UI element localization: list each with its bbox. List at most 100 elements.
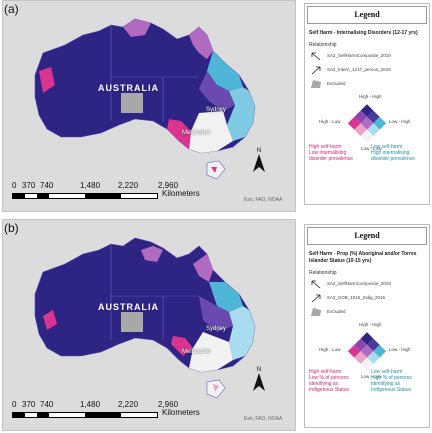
corner-label-top: High - High xyxy=(359,322,382,327)
scale-tick: 370 xyxy=(22,400,36,409)
north-arrow-icon xyxy=(253,373,265,391)
scale-bar xyxy=(12,412,158,418)
note-line: identifying as xyxy=(371,381,401,387)
legend-item: SA2_SelfHarmComposite_2019 xyxy=(309,278,425,290)
scale-tick: 1,480 xyxy=(80,400,101,409)
corner-label-left: High - Low xyxy=(319,119,341,124)
bivariate-diamond xyxy=(347,104,387,143)
bivariate-diamond xyxy=(347,332,387,371)
country-label: AUSTRALIA xyxy=(98,302,159,312)
legend-item-label: SA2_SelfHarmComposite_2019 xyxy=(327,53,391,58)
east-region-purple xyxy=(199,71,235,111)
east-region-purple xyxy=(199,296,233,332)
relationship-label: Relationship xyxy=(309,270,337,276)
note-line: disorder prevalence xyxy=(371,156,415,162)
note-line: identifying as xyxy=(309,381,339,387)
arrow-up-right-icon xyxy=(311,294,321,302)
high-low-note: High self-harm Low % of persons identify… xyxy=(309,369,349,393)
relationship-label: Relationship xyxy=(309,42,337,48)
scale-tick: 2,960 xyxy=(158,181,179,190)
west-region-pink xyxy=(43,310,57,330)
north-region-pink xyxy=(141,246,163,262)
note-line: Indigenous Status xyxy=(371,387,412,393)
corner-label-top: High - High xyxy=(359,94,382,99)
south-region-pink xyxy=(167,119,191,149)
west-region-pink xyxy=(39,67,55,93)
scale-tick: 370 xyxy=(22,181,36,190)
map-credits: Esri, FAO, NOAA xyxy=(244,416,283,422)
australia-map xyxy=(34,237,256,399)
scale-tick-labels: 0 370 740 1,480 2,220 2,960 xyxy=(12,400,182,410)
note-line: Low % of persons xyxy=(309,375,349,381)
panel-label: (b) xyxy=(4,221,19,235)
high-low-note: High self-harm Low internalising disorde… xyxy=(309,144,353,162)
north-arrow-icon xyxy=(253,154,265,172)
excluded-region xyxy=(121,93,143,113)
map-panel-b: (b) AUSTRALIA Sydney Melbourne N 0 370 7… xyxy=(0,219,432,433)
note-line: Low internalising xyxy=(309,150,347,156)
note-line: High internalising xyxy=(371,150,410,156)
legend: Legend Self Harm - Prop (%) Aboriginal a… xyxy=(304,224,430,428)
panel-label: (a) xyxy=(4,2,19,16)
corner-label-left: High - Low xyxy=(319,347,341,352)
east-region-blue xyxy=(207,51,243,91)
note-line: Indigenous Status xyxy=(309,387,350,393)
legend-item-label: SA2_COB_1015_Indig_2016 xyxy=(327,295,386,300)
excluded-swatch-icon xyxy=(311,308,321,316)
map-frame[interactable] xyxy=(2,0,296,212)
arrow-up-left-icon xyxy=(311,52,321,60)
legend-item-label: SA2_Intern_1217_person_2016 xyxy=(327,67,391,72)
north-label: N xyxy=(256,367,262,373)
east-region-pink xyxy=(189,27,213,59)
scale-tick: 2,220 xyxy=(118,400,139,409)
legend-item-label: SA2_SelfHarmComposite_2019 xyxy=(327,281,391,286)
note-line: High self-harm xyxy=(309,144,342,150)
note-line: Low self-harm xyxy=(371,369,403,375)
southeast-region-light xyxy=(229,306,255,360)
scale-tick: 740 xyxy=(40,400,54,409)
city-label-sydney: Sydney xyxy=(206,107,227,113)
legend-item: SA2_Intern_1217_person_2016 xyxy=(309,64,425,76)
note-line: High % of persons xyxy=(371,375,412,381)
legend-item-label: Excluded xyxy=(327,309,346,314)
corner-label-bottom: Low - Low xyxy=(361,146,382,151)
east-region-pink xyxy=(193,254,213,282)
southeast-region-pale xyxy=(189,111,233,153)
east-region-blue xyxy=(209,282,243,312)
scale-tick: 0 xyxy=(12,400,17,409)
southeast-region-light xyxy=(227,87,255,141)
australia-map xyxy=(34,18,256,180)
bivariate-legend: High - High High - Low Low - High Low - … xyxy=(305,322,429,382)
map-frame[interactable] xyxy=(2,219,296,431)
legend-item: Excluded xyxy=(309,78,425,90)
note-line: disorder prevalence xyxy=(309,156,353,162)
scale-unit: Kilometers xyxy=(162,408,200,417)
city-label-melbourne: Melbourne xyxy=(182,349,211,355)
legend-item: SA2_SelfHarmComposite_2019 xyxy=(309,50,425,62)
corner-label-bottom: Low - Low xyxy=(361,374,382,379)
city-label-melbourne: Melbourne xyxy=(182,130,211,136)
legend-item: Excluded xyxy=(309,306,425,318)
southeast-region-pale xyxy=(189,332,233,372)
scale-unit: Kilometers xyxy=(162,189,200,198)
bivariate-legend: High - High High - Low Low - High Low - … xyxy=(305,94,429,154)
corner-label-right: Low - High xyxy=(389,119,411,124)
scale-tick-labels: 0 370 740 1,480 2,220 2,960 xyxy=(12,181,182,191)
legend-title: Legend xyxy=(307,6,427,24)
country-label: AUSTRALIA xyxy=(98,83,159,93)
south-region-pink xyxy=(171,336,193,356)
legend-item: SA2_COB_1015_Indig_2016 xyxy=(309,292,425,304)
scale-tick: 740 xyxy=(40,181,54,190)
map-panel-a: (a) AUSTRALIA Sydney Melbourne N 0 370 7… xyxy=(0,0,432,214)
note-line: Low self-harm xyxy=(371,144,403,150)
low-high-note: Low self-harm High % of persons identify… xyxy=(371,369,412,393)
scale-tick: 2,220 xyxy=(118,181,139,190)
north-arrow: N xyxy=(249,148,269,178)
excluded-swatch-icon xyxy=(311,80,321,88)
excluded-region xyxy=(121,312,143,332)
city-label-sydney: Sydney xyxy=(206,326,227,332)
scale-tick: 1,480 xyxy=(80,181,101,190)
scale-tick: 2,960 xyxy=(158,400,179,409)
map-credits: Esri, FAO, NOAA xyxy=(244,197,283,203)
arrow-up-right-icon xyxy=(311,66,321,74)
